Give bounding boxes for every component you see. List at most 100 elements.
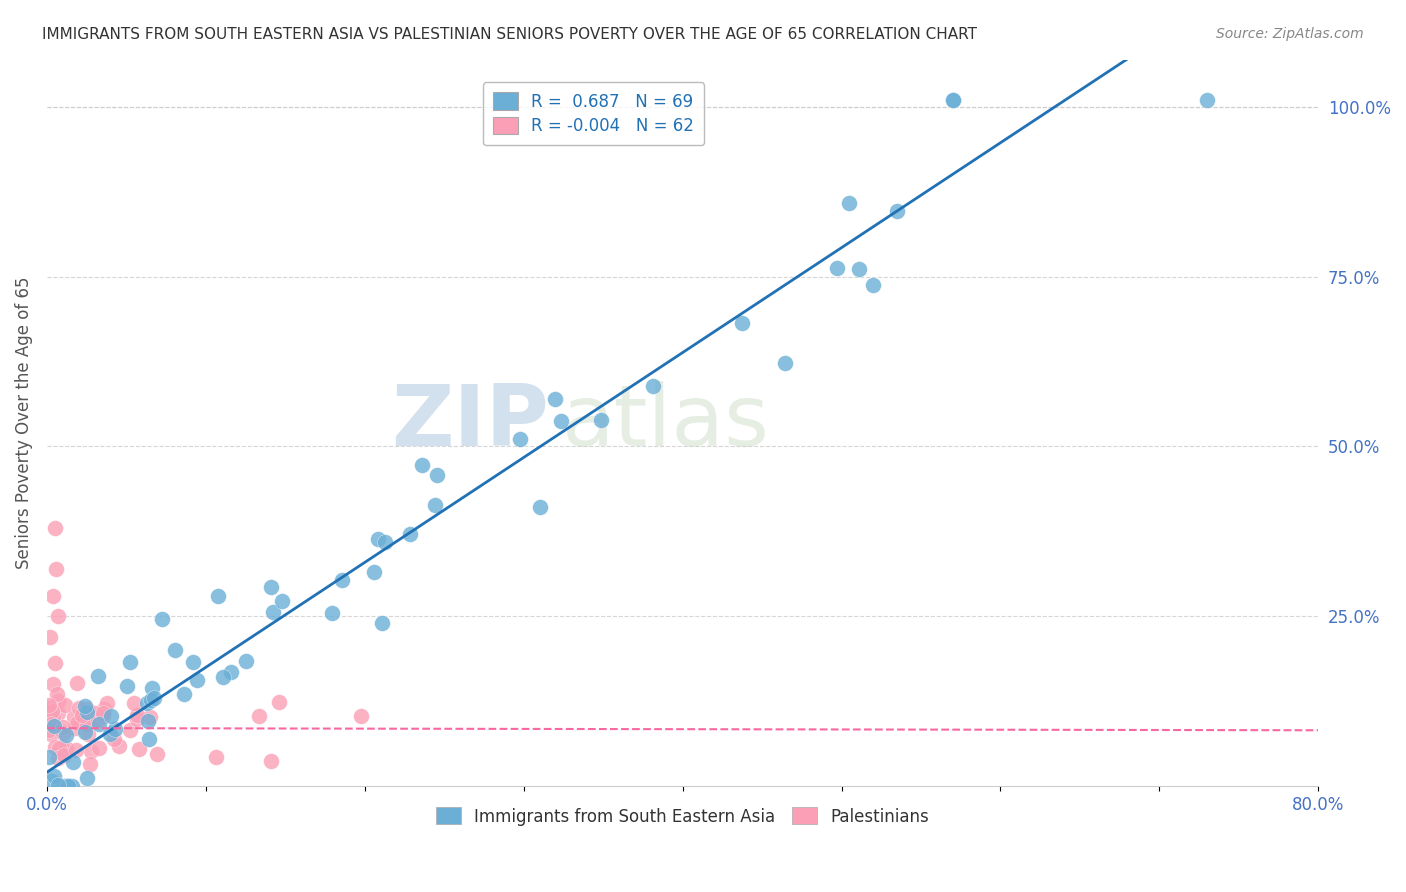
Point [38,698,60,713]
Point [46,778,69,792]
Point [79,757,101,772]
Point [55,779,77,793]
Point [42,719,65,733]
Point [426,468,449,483]
Text: Source: ZipAtlas.com: Source: ZipAtlas.com [1216,27,1364,41]
Point [38,750,60,764]
Point [145,747,167,761]
Point [42,589,65,603]
Point [321,606,343,620]
Point [212,670,235,684]
Point [87,716,110,731]
Point [942,93,965,107]
Point [120,723,142,737]
Text: IMMIGRANTS FROM SOUTH EASTERN ASIA VS PALESTINIAN SENIORS POVERTY OVER THE AGE O: IMMIGRANTS FROM SOUTH EASTERN ASIA VS PA… [42,27,977,42]
Point [848,261,870,276]
Point [46,706,69,720]
Point [398,526,420,541]
Point [46,609,69,624]
Point [363,566,385,580]
Point [142,690,165,705]
Point [55,741,77,756]
Point [886,204,908,219]
Legend: Immigrants from South Eastern Asia, Palestinians: Immigrants from South Eastern Asia, Pale… [426,797,939,836]
Point [44,769,66,783]
Point [42,677,65,691]
Point [52,748,75,763]
Point [83,706,105,721]
Point [139,693,162,707]
Point [509,432,531,446]
Point [51,742,73,756]
Point [39,727,62,741]
Point [77,727,100,741]
Point [56,779,79,793]
Point [91,706,114,720]
Point [80,714,103,729]
Point [247,709,270,723]
Point [62,756,84,770]
Point [173,687,195,701]
Point [39,717,62,731]
Point [138,731,160,746]
Point [862,277,884,292]
Point [58,779,80,793]
Point [371,615,394,630]
Point [104,722,127,736]
Point [773,356,796,370]
Point [150,612,173,626]
Point [75,725,97,739]
Point [411,458,433,472]
Point [262,605,284,619]
Point [271,593,294,607]
Point [141,681,163,695]
Point [62,710,84,724]
Point [374,535,396,549]
Point [115,679,138,693]
Point [76,701,98,715]
Point [118,656,141,670]
Point [544,392,567,406]
Point [186,673,208,687]
Point [183,656,205,670]
Point [135,696,157,710]
Point [165,643,187,657]
Point [1195,93,1218,107]
Point [60,779,83,793]
Text: atlas: atlas [562,381,770,464]
Point [67,701,90,715]
Point [550,414,572,428]
Point [87,713,110,727]
Point [425,499,447,513]
Point [87,740,110,755]
Point [330,574,353,588]
Point [44,740,66,755]
Point [72,713,94,727]
Point [267,694,290,708]
Point [207,589,229,603]
Point [100,709,122,723]
Text: ZIP: ZIP [391,381,550,464]
Point [52,720,75,734]
Point [731,316,754,330]
Point [80,744,103,758]
Point [41,773,63,788]
Point [65,721,87,735]
Point [66,716,89,731]
Point [827,260,849,275]
Point [259,580,281,594]
Point [838,196,860,211]
Y-axis label: Seniors Poverty Over the Age of 65: Seniors Poverty Over the Age of 65 [15,277,32,569]
Point [138,710,160,724]
Point [350,709,373,723]
Point [46,693,69,707]
Point [44,521,66,535]
Point [65,743,87,757]
Point [38,723,60,737]
Point [48,741,70,756]
Point [42,709,65,723]
Point [529,500,551,514]
Point [942,93,965,107]
Point [235,654,257,668]
Point [122,696,145,710]
